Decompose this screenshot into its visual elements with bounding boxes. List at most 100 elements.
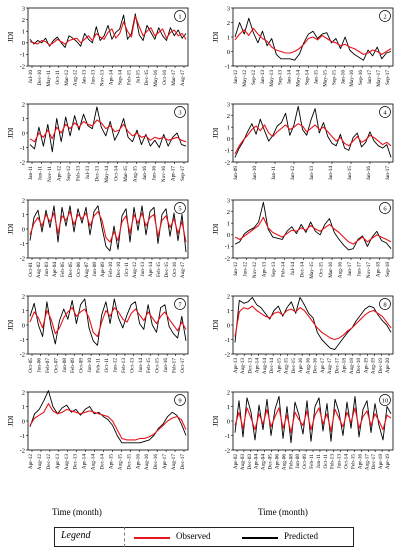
panel-1-xtick-label: Sep-14 [117, 70, 123, 85]
panel-9-ytick-label: 0 [22, 418, 25, 425]
panel-5-ytick-label: -1 [20, 241, 25, 248]
panel-9-xtick-label: Aug-15 [117, 454, 123, 471]
panel-8-xtick-label: Apr-18 [342, 358, 348, 374]
panel-10-xtick-label: Apr-16 [357, 454, 363, 470]
panel-6-ytick-label: 3 [227, 197, 230, 204]
panel-10-xtick-label: Feb-11 [309, 454, 315, 469]
panel-5-xtick-label: Aug-02 [36, 262, 42, 279]
panel-6-number: 6 [383, 205, 387, 212]
legend-title: Legend [61, 530, 91, 541]
panel-2-ytick-label: 3 [227, 5, 230, 12]
panel-5-xtick-label: Apr-14 [148, 262, 154, 278]
panel-8-xtick-label: Dec-16 [313, 358, 319, 374]
panel-10-xtick-label: Dec-17 [371, 454, 377, 470]
panel-5-ytick-label: 0 [22, 226, 25, 233]
panel-2-xtick-label: May-13 [269, 70, 275, 87]
panel-7-ytick-label: -2 [20, 351, 25, 358]
panel-6-ytick-label: 2 [227, 209, 230, 216]
panel-5-xtick-label: Feb-10 [108, 262, 114, 277]
panel-10-xtick-label: Jun-08 [295, 454, 301, 469]
panel-6-badge [379, 202, 391, 214]
panel-3-xtick-label: Apr-17 [171, 166, 177, 182]
panel-7-xtick-label: Jun-08 [62, 358, 68, 373]
panel-6-xtick-label: Feb-14 [281, 262, 287, 277]
panel-9-xtick-label: Dec-17 [180, 454, 186, 470]
panel-8-xtick-label: Dec-17 [334, 358, 340, 374]
panel-8-xtick-label: Apr-13 [233, 358, 239, 374]
panel-10-xtick-label: Apr-18 [378, 454, 384, 470]
panel-2-xtick-label: May-16 [349, 70, 355, 87]
panel-7-xtick-label: Jun-10 [87, 358, 93, 373]
panel-7-xtick-label: Feb-11 [96, 358, 102, 373]
panel-10-observed-line [234, 407, 392, 434]
panel-7-xtick-label: Feb-07 [45, 358, 51, 373]
panel-6-xtick-label: Apr-13 [262, 262, 268, 278]
panel-9-xtick-label: Apr-16 [135, 454, 141, 470]
panel-1-xtick-label: Dec-10 [37, 70, 43, 86]
panel-1-xtick-label: Jun-13 [91, 70, 97, 85]
panel-1-frame [27, 7, 189, 67]
legend-predicted-swatch [242, 537, 278, 539]
panel-5-xtick-label: Aug-12 [132, 262, 138, 279]
panel-4-xtick-label: Jan-11 [271, 166, 277, 180]
panel-9-badge [174, 394, 186, 406]
panel-8-xtick-label: Aug-14 [262, 358, 268, 375]
panel-2-xtick-label: Sep-12 [251, 70, 257, 85]
panel-3-xtick-label: Jan-11 [28, 166, 34, 180]
panel-1-ytick-label: 3 [22, 5, 25, 12]
panel-4-observed-line [234, 123, 392, 155]
panel-3-xtick-label: Mar-15 [123, 166, 129, 182]
panel-2-xtick-label: Sep-13 [278, 70, 284, 85]
panel-9-xtick-label: Dec-12 [46, 454, 52, 470]
panel-9-xtick-label: Aug-16 [144, 454, 150, 471]
panel-8-xtick-label: Aug-19 [371, 358, 377, 375]
panel-9-ytick-label: 2 [22, 389, 25, 396]
panel-4-xtick-label: Jan-14 [328, 166, 334, 180]
panel-5-xtick-label: Aug-07 [84, 262, 90, 279]
panel-1-xtick-label: Jul-15 [135, 70, 141, 84]
panel-8-xtick-label: Apr-19 [363, 358, 369, 374]
panel-5-xtick-label: Oct-06 [76, 262, 82, 277]
legend-predicted-label: Predicted [284, 531, 318, 541]
panel-9-number: 9 [178, 397, 181, 404]
panel-4-xtick-label: Jan-13 [309, 166, 315, 180]
panel-1-xtick-label: Apr-14 [108, 70, 114, 86]
panel-5-xtick-label: Jun-08 [92, 262, 98, 277]
panel-5-xtick-label: Oct-01 [28, 262, 34, 277]
panel-6-y-axis-title: JDI [211, 223, 220, 234]
panel-10-ytick-label: -1 [225, 433, 230, 440]
panel-10-xtick-label: Apr-02 [233, 454, 239, 470]
panel-7-ytick-label: 2 [22, 293, 25, 300]
panel-10-xtick-label: Feb-15 [350, 454, 356, 469]
panel-4-xtick-label: Jan-15 [347, 166, 353, 180]
panel-2-observed-line [234, 27, 392, 55]
panel-5-xtick-label: Oct-16 [172, 262, 178, 277]
panel-9-xtick-label: Dec-14 [100, 454, 106, 470]
panel-5-ytick-label: 1 [22, 212, 25, 219]
panel-4-xtick-label: Jan-17 [385, 166, 391, 180]
legend [54, 527, 354, 547]
panel-6-xtick-label: Jun-12 [243, 262, 249, 277]
panel-6-xtick-label: Jan-17 [347, 262, 353, 276]
panel-5-predicted-line [29, 205, 187, 253]
panel-8-xtick-label: Dec-14 [269, 358, 275, 374]
panel-2-xtick-label: Jan-12 [233, 70, 239, 84]
panel-6-xtick-label: Nov-12 [252, 262, 258, 279]
panel-1-y-axis-title: JDI [6, 31, 15, 42]
panel-3-xtick-label: May-14 [104, 166, 110, 183]
panel-8-ytick-label: 1 [227, 308, 230, 315]
panel-9-xtick-label: Aug-17 [171, 454, 177, 471]
panel-8-xtick-label: Aug-15 [284, 358, 290, 375]
panel-5-xtick-label: Apr-04 [52, 262, 58, 278]
panel-2-badge [379, 10, 391, 22]
panel-7-xtick-label: Oct-09 [79, 358, 85, 373]
panel-3-xtick-label: Jan-16 [142, 166, 148, 180]
panel-8-xtick-label: Aug-18 [349, 358, 355, 375]
panel-9-xtick-label: Apr-15 [108, 454, 114, 470]
panel-5-xtick-label: Jun-03 [44, 262, 50, 277]
panel-1-ytick-label: -1 [20, 52, 25, 59]
panel-2-ytick-label: 2 [227, 20, 230, 27]
panel-2-xtick-label: Jan-17 [367, 70, 373, 84]
panel-1-ytick-label: 2 [22, 17, 25, 24]
panel-2-xtick-label: May-12 [242, 70, 248, 87]
